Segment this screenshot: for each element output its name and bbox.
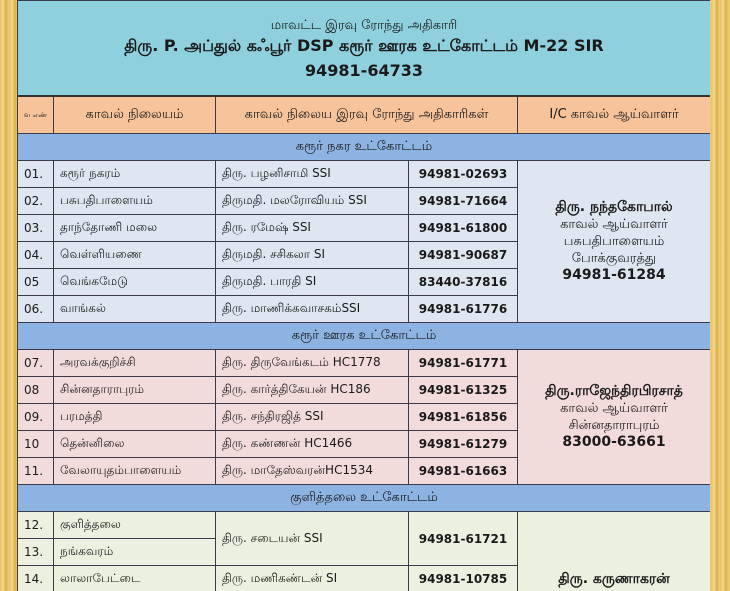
section-header: குளித்தலை உட்கோட்டம் xyxy=(17,484,710,512)
col-station: காவல் நிலையம் xyxy=(53,95,216,134)
table-row: 13. நங்கவரம் xyxy=(17,538,711,566)
table-row: 10 தென்னிலை திரு. கண்ணன் HC1466 94981-61279 xyxy=(17,430,711,458)
column-header-row: வ எண் காவல் நிலையம் காவல் நிலைய இரவு ரோந… xyxy=(17,95,710,134)
table-row: 11. வேலாயுதம்பாளையம் திரு. மாதேஸ்வரன்HC153… xyxy=(17,457,711,485)
title-phone: 94981-64733 xyxy=(305,61,423,80)
col-officer: காவல் நிலைய இரவு ரோந்து அதிகாரிகள் xyxy=(215,95,518,134)
table-row: 12. குளித்தலை திரு. சடையன் SSI 94981-61721… xyxy=(17,511,710,591)
table-row: 04. வெள்ளியணை திருமதி. சசிகலா SI 94981-9068… xyxy=(17,241,711,269)
inspector-cell: திரு.ராஜேந்திரபிரசாத் காவல் ஆய்வாளர் சின… xyxy=(517,349,710,485)
col-inspector: I/C காவல் ஆய்வாளர் xyxy=(517,95,710,134)
inspector-cell: திரு. நந்தகோபால் காவல் ஆய்வாளர் பசுபதிபா… xyxy=(517,160,710,323)
section-header: கரூர் நகர உட்கோட்டம் xyxy=(17,133,710,161)
title-row: மாவட்ட இரவு ரோந்து அதிகாரி திரு. P. அப்த… xyxy=(17,0,710,97)
patrol-officer-table-document: மாவட்ட இரவு ரோந்து அதிகாரி திரு. P. அப்த… xyxy=(17,0,710,591)
section-header: கரூர் ஊரக உட்கோட்டம் xyxy=(17,322,710,350)
table-row: 02. பசுபதிபாளையம் திருமதி. மலரோவியம் SSI 94… xyxy=(17,187,711,215)
table-row: 03. தாந்தோணி மலை திரு. ரமேஷ் SSI 94981-6180… xyxy=(17,214,711,242)
inspector-cell: திரு. கருணாகரன் xyxy=(517,511,710,591)
title-line1: மாவட்ட இரவு ரோந்து அதிகாரி xyxy=(270,18,458,33)
title-line2: திரு. P. அப்துல் கஃபூர் DSP கரூர் ஊரக உட… xyxy=(124,36,604,55)
table-row: 08 சின்னதாராபுரம் திரு. கார்த்திகேயன் HC18… xyxy=(17,376,711,404)
col-sno: வ எண் xyxy=(17,95,54,134)
table-row: 14. லாலாபேட்டை திரு. மணிகண்டன் SI 94981-107… xyxy=(17,565,711,591)
patrol-table: மாவட்ட இரவு ரோந்து அதிகாரி திரு. P. அப்த… xyxy=(17,0,710,591)
table-row: 05 வெங்கமேடு திருமதி. பாரதி SI 83440-37816 xyxy=(17,268,711,296)
table-row: 09. பரமத்தி திரு. சந்திரஜித் SSI 94981-6185… xyxy=(17,403,711,431)
table-row: 07. அரவக்குறிச்சி திரு. திருவேங்கடம் HC177… xyxy=(17,349,710,485)
table-row: 01. கரூர் நகரம் திரு. பழனிசாமி SSI 94981-02… xyxy=(17,160,710,323)
table-row: 06. வாங்கல் திரு. மாணிக்கவாசகம்SSI 94981-61… xyxy=(17,295,711,323)
